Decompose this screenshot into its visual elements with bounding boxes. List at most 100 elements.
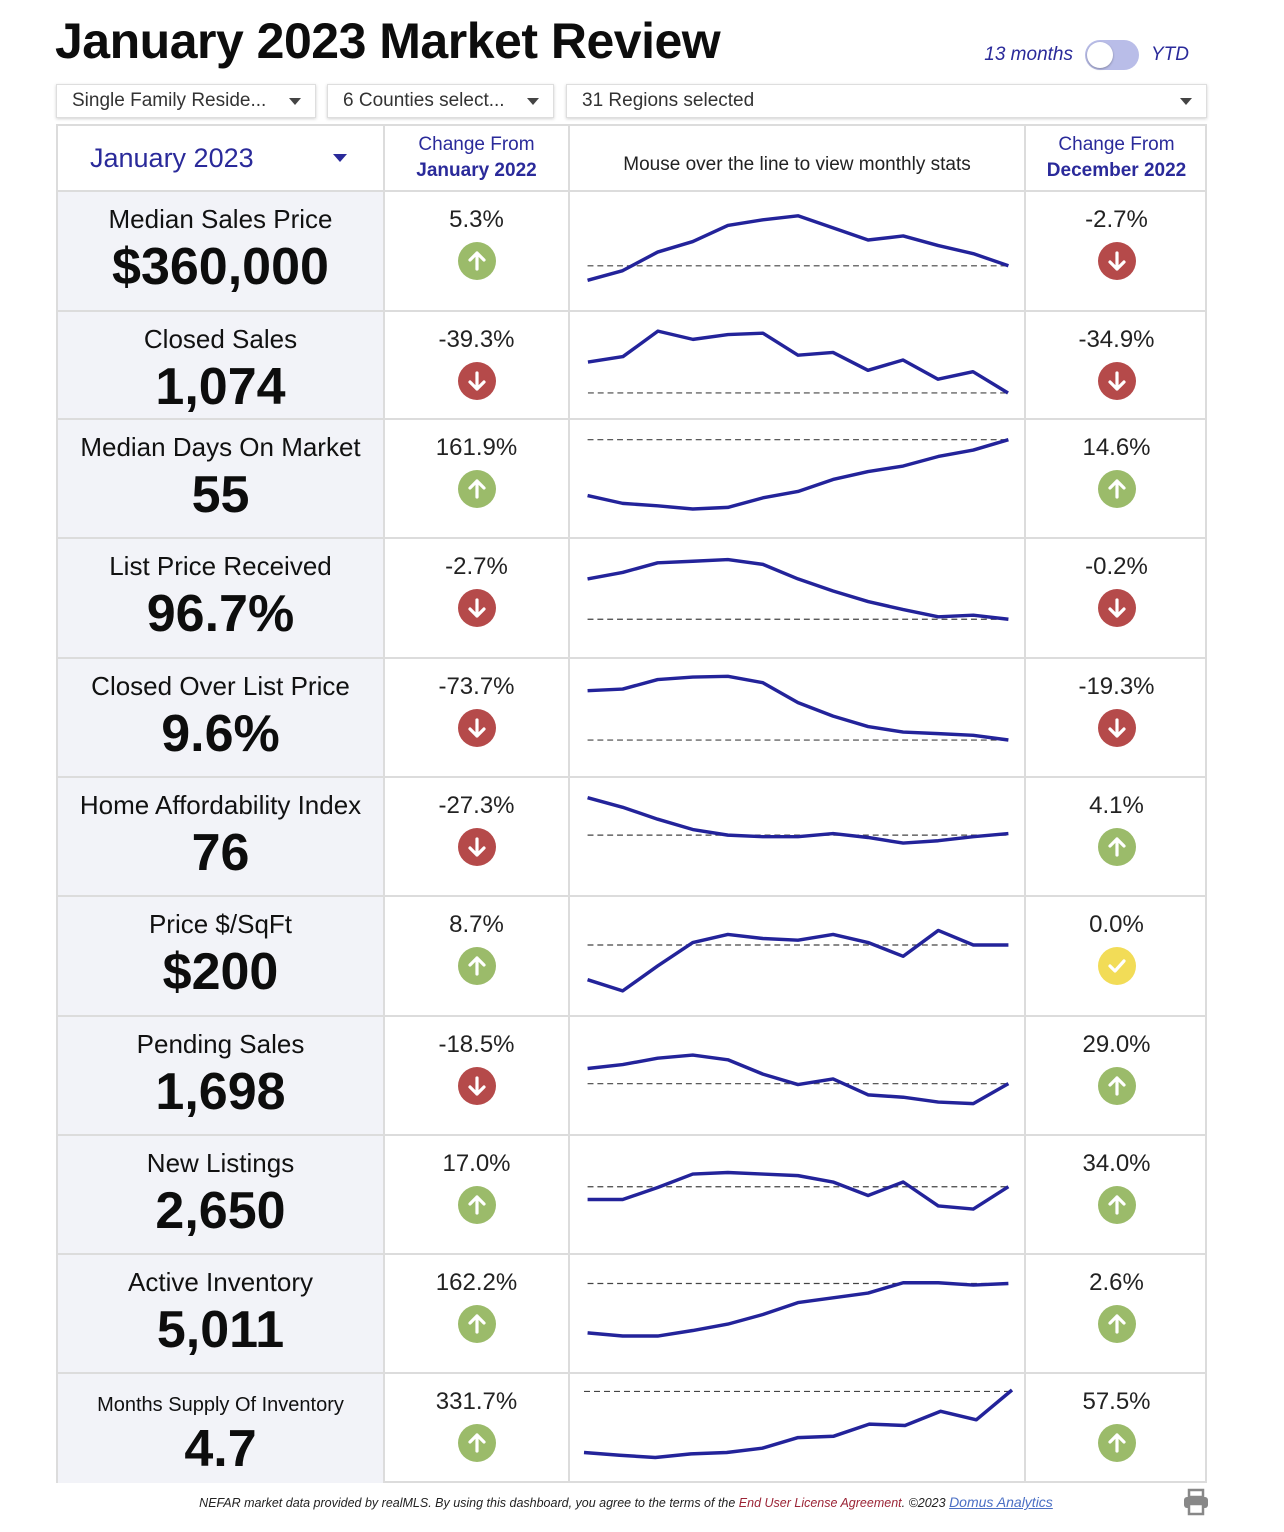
yoy-change-cell: 17.0% (383, 1136, 568, 1253)
property-type-dropdown[interactable]: Single Family Reside... (56, 84, 316, 118)
sparkline-cell[interactable] (568, 1017, 1024, 1134)
mom-change-cell: 29.0% (1024, 1017, 1207, 1134)
eula-link[interactable]: End User License Agreement (738, 1496, 902, 1510)
arrow-down-icon (1097, 589, 1136, 627)
metric-row: Active Inventory 5,011 162.2% 2.6% (58, 1255, 1205, 1374)
sparkline-cell[interactable] (568, 312, 1024, 418)
table-header: January 2023 Change From January 2022 Mo… (58, 126, 1205, 192)
period-toggle[interactable] (1085, 40, 1139, 70)
metric-value: 96.7% (146, 585, 295, 643)
metric-value: 55 (191, 466, 250, 524)
arrow-down-icon (457, 709, 496, 747)
trend-line (587, 928, 1009, 993)
metric-cell: New Listings 2,650 (58, 1136, 383, 1253)
metric-label: Home Affordability Index (79, 790, 362, 820)
sparkline-chart[interactable] (570, 897, 1024, 1015)
sparkline-cell[interactable] (568, 1374, 1024, 1483)
arrow-up-icon (457, 1424, 496, 1462)
mom-change-value: 2.6% (1089, 1269, 1144, 1296)
arrow-up-icon (457, 470, 496, 508)
mom-change-value: 29.0% (1082, 1031, 1151, 1058)
sparkline-cell[interactable] (568, 539, 1024, 657)
page-title: January 2023 Market Review (55, 13, 721, 69)
counties-dropdown[interactable]: 6 Counties select... (327, 84, 554, 118)
domus-analytics-link[interactable]: Domus Analytics (949, 1494, 1053, 1510)
yoy-change-cell: -73.7% (383, 659, 568, 776)
sparkline-chart[interactable] (570, 539, 1024, 657)
yoy-change-cell: -2.7% (383, 539, 568, 657)
print-icon[interactable] (1182, 1488, 1210, 1516)
arrow-down-icon (457, 589, 496, 627)
metric-cell: Median Days On Market 55 (58, 420, 383, 537)
arrow-up-icon (457, 242, 496, 280)
yoy-change-value: -27.3% (438, 792, 515, 819)
sparkline-cell[interactable] (568, 1255, 1024, 1372)
mom-change-value: 4.1% (1089, 792, 1144, 819)
mom-change-value: -0.2% (1085, 553, 1148, 580)
yoy-change-value: -2.7% (445, 553, 508, 580)
mom-change-cell: -0.2% (1024, 539, 1207, 657)
arrow-up-icon (457, 1186, 496, 1224)
metric-label: Price $/SqFt (148, 909, 293, 939)
sparkline-chart[interactable] (570, 312, 1024, 418)
yoy-header-period: January 2022 (416, 160, 537, 181)
metric-row: Closed Sales 1,074 -39.3% -34.9% (58, 312, 1205, 420)
sparkline-chart[interactable] (570, 1017, 1024, 1134)
metric-value: 4.7 (184, 1420, 257, 1478)
yoy-change-value: -39.3% (438, 326, 515, 353)
metric-value: 2,650 (155, 1182, 286, 1240)
arrow-up-icon (457, 1305, 496, 1343)
mom-header: Change From December 2022 (1024, 126, 1207, 190)
arrow-down-icon (1097, 242, 1136, 280)
month-selector[interactable]: January 2023 (58, 126, 383, 190)
sparkline-cell[interactable] (568, 778, 1024, 895)
sparkline-cell[interactable] (568, 897, 1024, 1015)
metric-cell: Median Sales Price $360,000 (58, 192, 383, 310)
sparkline-chart[interactable] (570, 1374, 1024, 1483)
sparkline-chart[interactable] (570, 778, 1024, 895)
chevron-down-icon (527, 97, 539, 105)
metric-row: Median Days On Market 55 161.9% 14.6% (58, 420, 1205, 539)
yoy-header: Change From January 2022 (383, 126, 568, 190)
sparkline-cell[interactable] (568, 659, 1024, 776)
sparkline-cell[interactable] (568, 420, 1024, 537)
metric-cell: Active Inventory 5,011 (58, 1255, 383, 1372)
trend-line (587, 557, 1009, 621)
sparkline-cell[interactable] (568, 1136, 1024, 1253)
arrow-up-icon (1097, 1186, 1136, 1224)
filter-bar: Single Family Reside... 6 Counties selec… (56, 84, 1207, 118)
yoy-change-value: -18.5% (438, 1031, 515, 1058)
metric-label: Median Sales Price (108, 204, 333, 234)
trend-line (587, 329, 1009, 395)
yoy-change-value: 5.3% (449, 206, 504, 233)
metric-label: Active Inventory (128, 1267, 313, 1297)
sparkline-chart[interactable] (570, 1136, 1024, 1253)
metric-label: Pending Sales (136, 1029, 305, 1059)
metric-value: 1,074 (155, 358, 286, 416)
chevron-down-icon (1180, 97, 1192, 105)
yoy-change-value: 162.2% (435, 1269, 518, 1296)
footer: NEFAR market data provided by realMLS. B… (0, 1494, 1252, 1510)
metrics-table: January 2023 Change From January 2022 Mo… (56, 124, 1207, 1483)
sparkline-chart[interactable] (570, 659, 1024, 776)
arrow-up-icon (1097, 1305, 1136, 1343)
sparkline-cell[interactable] (568, 192, 1024, 310)
chevron-down-icon (289, 97, 301, 105)
regions-dropdown[interactable]: 31 Regions selected (566, 84, 1207, 118)
arrow-up-icon (1097, 470, 1136, 508)
metric-row: Price $/SqFt $200 8.7% 0.0% (58, 897, 1205, 1017)
arrow-up-icon (1097, 1424, 1136, 1462)
metric-label: Closed Over List Price (91, 671, 350, 701)
checkmark-icon (1097, 947, 1136, 985)
sparkline-chart[interactable] (570, 192, 1024, 310)
trend-line (587, 1053, 1010, 1106)
sparkline-chart[interactable] (570, 1255, 1024, 1372)
footer-text: NEFAR market data provided by realMLS. B… (199, 1496, 739, 1510)
toggle-knob (1087, 42, 1113, 68)
yoy-change-value: 161.9% (435, 434, 518, 461)
mom-change-value: -2.7% (1085, 206, 1148, 233)
mom-change-cell: -2.7% (1024, 192, 1207, 310)
sparkline-chart[interactable] (570, 420, 1024, 537)
toggle-label-ytd: YTD (1151, 44, 1189, 65)
month-value: January 2023 (90, 142, 254, 173)
